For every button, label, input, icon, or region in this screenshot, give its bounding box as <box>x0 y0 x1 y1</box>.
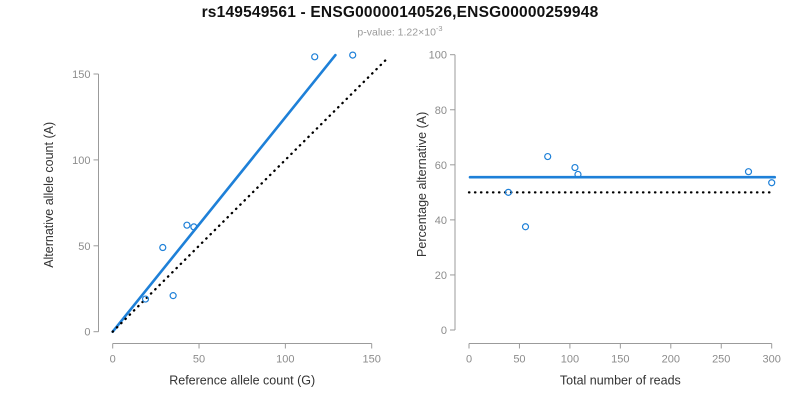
y-tick-label: 100 <box>429 50 447 62</box>
plot-subtitle: p-value: 1.22×10-3 <box>0 24 800 39</box>
data-point <box>141 295 150 303</box>
y-tick-label: 150 <box>72 69 90 81</box>
x-tick-label: 150 <box>611 354 629 366</box>
pvalue-label: p-value: <box>357 26 398 39</box>
y-tick-label: 40 <box>435 215 447 227</box>
x-tick-label: 0 <box>110 354 116 366</box>
data-point <box>544 152 552 161</box>
data-point <box>183 221 191 229</box>
x-tick-label: 50 <box>513 354 525 366</box>
y-tick-label: 60 <box>435 160 447 172</box>
x-tick-label: 200 <box>662 354 680 366</box>
x-tick-label: 0 <box>466 354 472 366</box>
plot-title: rs149549561 - ENSG00000140526,ENSG000002… <box>201 4 599 21</box>
right-scatter-plot: 0 50 100 150 200 250 300 Total number of reads 0… <box>415 50 781 388</box>
y-axis-title: Alternative allele count (A) <box>42 122 56 268</box>
x-tick-label: 150 <box>363 354 381 366</box>
data-point <box>349 51 357 59</box>
pvalue-exponent: -3 <box>435 24 443 33</box>
x-axis-title: Reference allele count (G) <box>169 374 315 388</box>
y-axis-title: Percentage alternative (A) <box>415 112 429 257</box>
data-point <box>521 223 530 231</box>
y-tick-label: 50 <box>78 241 90 253</box>
x-tick-label: 50 <box>193 354 205 366</box>
data-point <box>159 243 167 252</box>
data-point <box>571 163 579 172</box>
y-tick-label: 20 <box>435 270 447 282</box>
data-point <box>311 53 319 61</box>
x-tick-label: 250 <box>712 354 730 366</box>
x-tick-label: 300 <box>763 354 781 366</box>
data-point <box>768 179 776 187</box>
data-point <box>574 170 582 179</box>
y-tick-label: 0 <box>84 327 90 339</box>
y-tick-label: 100 <box>72 155 90 167</box>
data-point <box>744 168 753 176</box>
fit-line <box>111 53 337 334</box>
left-scatter-plot: 0 50 100 150 Reference allele count (G) 0 50 10… <box>42 51 387 388</box>
data-point <box>190 223 198 231</box>
identity-line <box>111 59 387 333</box>
x-axis-title: Total number of reads <box>560 374 681 388</box>
x-tick-label: 100 <box>561 354 579 366</box>
data-point <box>504 188 512 196</box>
y-tick-label: 0 <box>441 325 447 337</box>
data-point <box>169 292 177 300</box>
x-tick-label: 100 <box>276 354 294 366</box>
pvalue-base: 1.22×10 <box>397 26 436 39</box>
y-tick-label: 80 <box>435 105 447 117</box>
